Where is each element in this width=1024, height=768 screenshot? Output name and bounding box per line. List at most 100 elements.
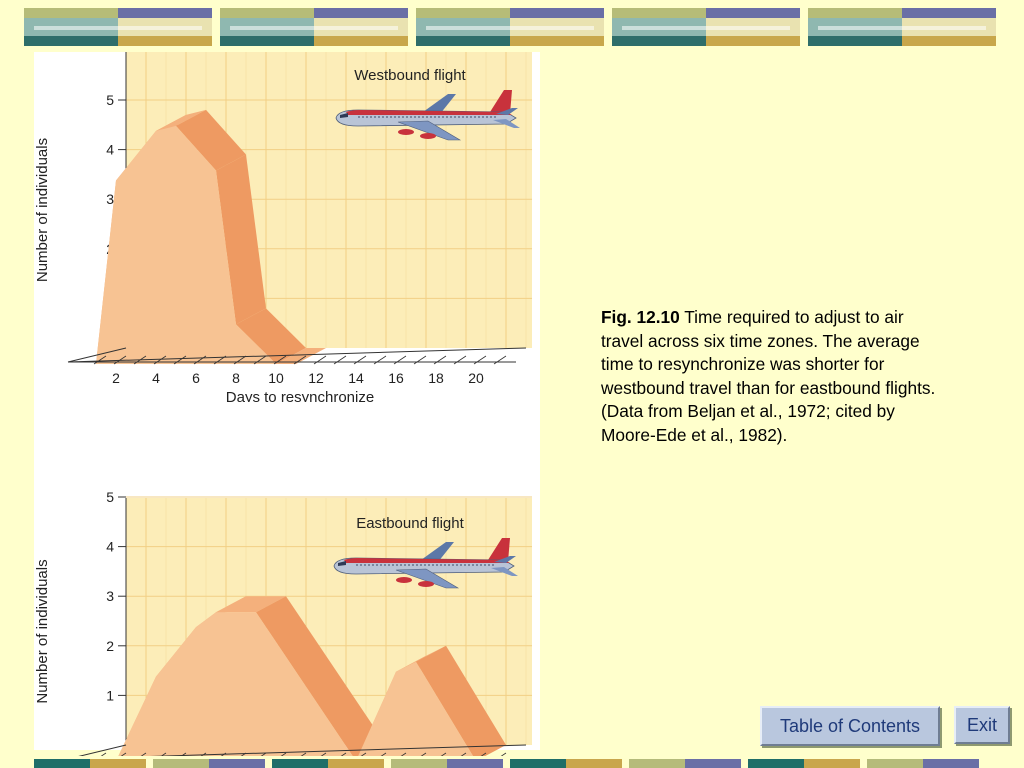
banner-block (808, 8, 996, 46)
footer-block (748, 759, 860, 768)
banner-block (416, 8, 604, 46)
footer-block (34, 759, 146, 768)
x-tick (320, 752, 327, 756)
area-series (96, 125, 296, 364)
x-tick-label: 16 (388, 370, 404, 386)
y-tick-label: 2 (106, 638, 114, 654)
x-tick-label: 4 (152, 370, 160, 386)
x-tick (360, 752, 367, 756)
data-point (215, 611, 217, 613)
x-tick (373, 355, 387, 365)
floor-edge (67, 347, 127, 363)
x-tick (153, 355, 167, 365)
area-depth-face (256, 596, 386, 756)
x-tick (160, 752, 167, 756)
caption-text: Time required to adjust to air travel ac… (601, 307, 936, 445)
footer-block (867, 759, 979, 768)
x-tick (220, 752, 227, 756)
x-tick (233, 355, 247, 365)
data-point (235, 323, 237, 325)
data-point (175, 125, 177, 127)
chart-title: Eastbound flight (356, 515, 464, 532)
x-tick (380, 752, 387, 756)
x-tick (473, 355, 487, 365)
x-tick (313, 355, 327, 365)
banner-block (220, 8, 408, 46)
y-tick-label: 3 (106, 191, 114, 207)
x-tick (173, 355, 187, 365)
x-tick (393, 355, 407, 365)
x-axis-baseline (67, 347, 527, 363)
footer-block (153, 759, 265, 768)
x-tick-label: 12 (308, 370, 324, 386)
chart-title: Westbound flight (354, 67, 466, 84)
x-tick (293, 355, 307, 365)
x-tick (133, 355, 147, 365)
y-tick-label: 1 (106, 687, 114, 703)
x-tick-label: 2 (112, 370, 120, 386)
x-tick (400, 752, 407, 756)
data-point (155, 675, 157, 677)
footer-block (629, 759, 741, 768)
x-tick (500, 752, 507, 756)
data-point (395, 671, 397, 673)
area-depth-face (216, 596, 286, 613)
data-point (195, 626, 197, 628)
x-tick-label: 10 (268, 370, 284, 386)
x-tick (93, 355, 107, 365)
x-tick-label: 20 (468, 370, 484, 386)
footer-block (510, 759, 622, 768)
data-point (155, 130, 157, 132)
banner-block (24, 8, 212, 46)
x-tick (333, 355, 347, 365)
area-depth-face (276, 348, 326, 364)
footer-bar (34, 759, 979, 768)
table-of-contents-button[interactable]: Table of Contents (760, 706, 940, 746)
x-tick (420, 752, 427, 756)
footer-block (391, 759, 503, 768)
x-tick (200, 752, 207, 756)
x-tick (140, 752, 147, 756)
area-depth-face (236, 308, 306, 364)
figure-caption: Fig. 12.10 Time required to adjust to ai… (601, 306, 949, 447)
airplane-icon (335, 90, 520, 141)
y-tick-label: 5 (106, 92, 114, 108)
x-tick (120, 752, 127, 756)
x-tick (300, 752, 307, 756)
area-depth-face (156, 109, 206, 131)
area-depth-face (176, 109, 246, 171)
area-depth-face (416, 645, 506, 756)
footer-block (272, 759, 384, 768)
x-tick (260, 752, 267, 756)
y-tick-label: 4 (106, 142, 114, 158)
x-tick (340, 752, 347, 756)
x-tick (253, 355, 267, 365)
airplane-icon (333, 538, 518, 589)
x-tick (213, 355, 227, 365)
data-point (215, 169, 217, 171)
x-tick (100, 752, 107, 756)
area-depth-face (396, 645, 446, 672)
x-tick (413, 355, 427, 365)
x-tick-label: 6 (192, 370, 200, 386)
x-axis-baseline (149, 744, 527, 756)
y-tick-label: 3 (106, 588, 114, 604)
y-axis-title: Number of individuals (34, 559, 51, 703)
exit-button[interactable]: Exit (954, 706, 1010, 744)
x-tick (280, 752, 287, 756)
x-tick (113, 355, 127, 365)
x-tick (180, 752, 187, 756)
area-series (118, 612, 473, 756)
area-depth-face (216, 154, 266, 325)
x-axis-title: Days to resynchronize (226, 389, 374, 402)
x-tick-label: 18 (428, 370, 444, 386)
data-point (255, 611, 257, 613)
x-tick-label: 8 (232, 370, 240, 386)
x-tick-label: 14 (348, 370, 364, 386)
floor-edge (78, 744, 127, 756)
x-tick (433, 355, 447, 365)
x-tick (240, 752, 247, 756)
x-tick (480, 752, 487, 756)
y-axis-title: Number of individuals (34, 138, 51, 282)
